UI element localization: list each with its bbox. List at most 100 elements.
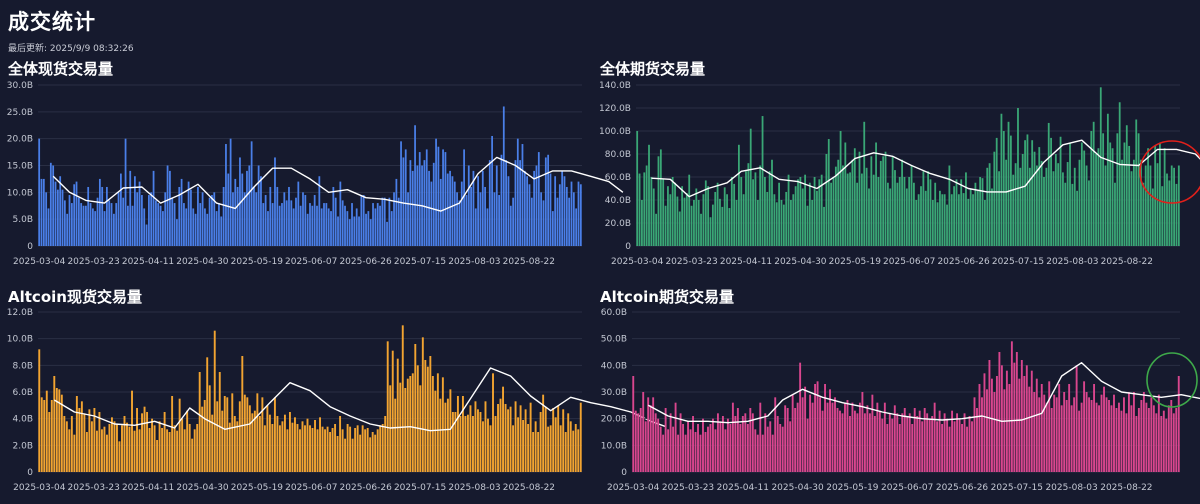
futures-altcoin-bar <box>761 434 764 472</box>
spot-total-y-tick: 30.0B <box>7 81 33 91</box>
spot-altcoin-bar <box>294 417 296 472</box>
spot-total-bar <box>143 208 146 246</box>
spot-altcoin-bar <box>439 398 442 472</box>
futures-total-bar <box>983 200 986 246</box>
spot-total-bar <box>323 203 325 246</box>
spot-altcoin-bar <box>108 424 111 472</box>
spot-altcoin-bar <box>291 422 294 472</box>
spot-altcoin-bar <box>359 434 362 472</box>
futures-total-bar <box>716 182 719 246</box>
futures-altcoin-bar <box>684 434 687 472</box>
futures-total-bar <box>740 177 743 246</box>
futures-total-x-tick: 2025-04-30 <box>774 257 827 267</box>
futures-total-bar <box>650 177 653 246</box>
spot-altcoin-bar <box>148 428 151 472</box>
futures-total-bar <box>785 191 788 246</box>
spot-total-bar <box>316 205 318 246</box>
spot-total-bar <box>353 216 356 246</box>
spot-total-bar <box>262 203 265 246</box>
spot-total-bar <box>526 176 529 246</box>
futures-total-bar <box>667 186 669 246</box>
spot-altcoin-bar <box>156 440 159 472</box>
futures-altcoin-bar <box>771 434 774 472</box>
futures-total-bar <box>844 142 847 246</box>
futures-altcoin-bar <box>804 386 807 472</box>
futures-altcoin-bar <box>1167 405 1170 472</box>
futures-altcoin-bar <box>794 408 797 472</box>
futures-altcoin-bar <box>736 408 739 472</box>
spot-total-bar <box>556 197 559 246</box>
futures-total-bar <box>1036 165 1038 246</box>
spot-total-bar <box>535 165 538 246</box>
futures-altcoin-bar <box>1120 410 1123 472</box>
spot-altcoin-bar <box>469 405 472 472</box>
spot-altcoin-bar <box>40 397 43 472</box>
futures-total-bar <box>1116 133 1119 246</box>
futures-total-bar <box>1050 137 1052 246</box>
spot-total-bar <box>295 197 297 246</box>
spot-altcoin-y-tick: 2.0B <box>13 441 34 451</box>
spot-altcoin-y-tick: 6.0B <box>13 388 34 398</box>
futures-altcoin-bar <box>657 418 660 472</box>
spot-total-bar <box>187 181 190 246</box>
spot-total-bar <box>255 192 258 246</box>
futures-altcoin-bar <box>712 418 714 472</box>
futures-total-bar <box>1170 165 1173 246</box>
spot-total-bar <box>519 160 522 246</box>
spot-total-bar <box>318 176 321 246</box>
spot-total-bar <box>215 211 218 246</box>
futures-altcoin-bar <box>853 410 856 472</box>
spot-total-bar <box>369 219 372 246</box>
futures-altcoin-bar <box>677 434 680 472</box>
spot-total-bar <box>274 157 276 246</box>
futures-total-bar <box>1132 159 1135 246</box>
futures-total-bar <box>1125 125 1128 246</box>
futures-altcoin-bar <box>981 397 983 472</box>
spot-total-bar <box>554 176 557 246</box>
futures-total-bar <box>704 180 707 246</box>
spot-total-bar <box>192 208 195 246</box>
futures-altcoin-bar <box>1008 384 1011 472</box>
futures-altcoin-bar <box>689 429 692 472</box>
futures-total-bar <box>898 177 901 246</box>
spot-total-bar <box>127 205 129 246</box>
futures-total-bar <box>870 156 873 246</box>
spot-total-y-tick: 5.0B <box>13 215 34 225</box>
futures-altcoin-bar <box>1035 378 1038 472</box>
spot-altcoin-bar <box>436 373 439 472</box>
futures-total-bar <box>1099 87 1102 246</box>
spot-total-bar <box>332 186 335 246</box>
red-highlight-circle <box>1139 140 1200 204</box>
spot-total-bar <box>178 186 181 246</box>
spot-total-bar <box>49 162 52 246</box>
spot-total-x-tick: 2025-08-03 <box>448 257 500 267</box>
futures-total-bar <box>1130 171 1133 246</box>
spot-total-bar <box>558 184 561 246</box>
futures-altcoin-title: Altcoin期货交易量 <box>600 288 734 306</box>
spot-total-bar <box>549 173 552 246</box>
futures-total-bar <box>908 177 911 246</box>
futures-altcoin-bar <box>729 424 732 472</box>
spot-altcoin-bar <box>143 406 146 472</box>
spot-total-bar <box>470 186 472 246</box>
spot-total-bar <box>500 154 503 246</box>
futures-total-bar <box>1137 133 1140 246</box>
futures-total-bar <box>1080 142 1083 246</box>
futures-total-x-tick: 2025-04-11 <box>720 257 772 267</box>
futures-altcoin-bar <box>687 421 689 472</box>
spot-total-bar <box>460 181 463 246</box>
spot-altcoin-bar <box>446 398 449 472</box>
spot-total-bar <box>337 216 339 246</box>
spot-altcoin-bar <box>261 397 264 472</box>
futures-altcoin-y-tick: 40.0B <box>601 361 627 371</box>
futures-total-y-tick: 20.0B <box>605 219 631 229</box>
spot-total-bar <box>320 208 323 246</box>
spot-altcoin-bar <box>517 417 520 472</box>
spot-total-bar <box>568 197 571 246</box>
futures-altcoin-x-tick: 2025-08-03 <box>1045 483 1097 493</box>
spot-altcoin-bar <box>271 424 274 472</box>
spot-total-bar <box>117 192 120 246</box>
futures-altcoin-bar <box>1065 400 1068 472</box>
futures-altcoin-bar <box>1135 416 1138 472</box>
